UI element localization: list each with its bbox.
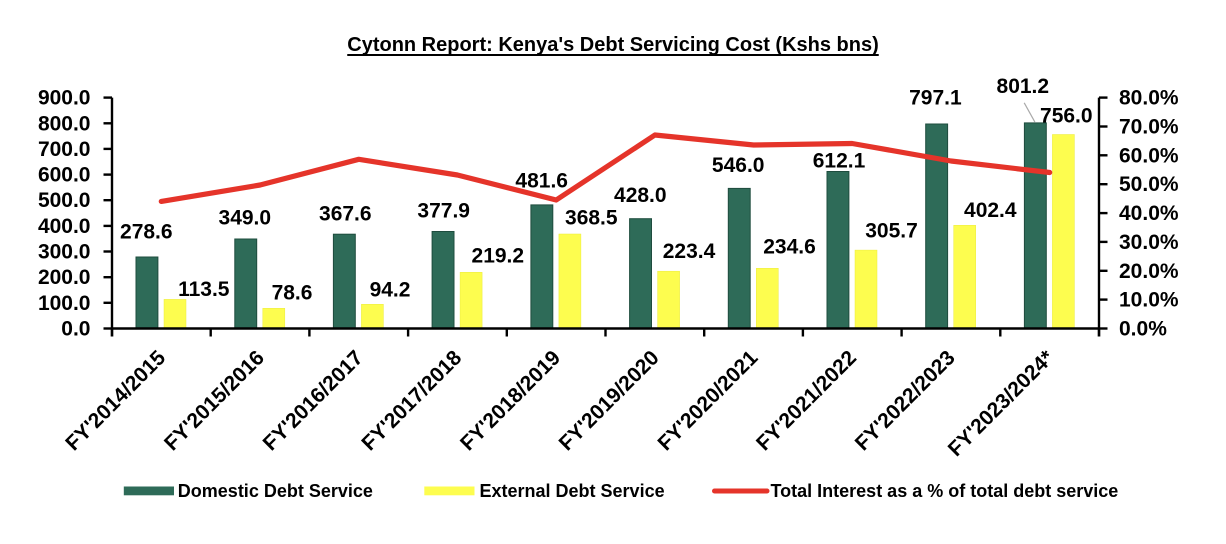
- svg-text:797.1: 797.1: [909, 87, 962, 110]
- svg-text:FY'2019/2020: FY'2019/2020: [555, 346, 664, 455]
- svg-text:219.2: 219.2: [472, 245, 525, 268]
- svg-text:Domestic Debt Service: Domestic Debt Service: [178, 481, 373, 501]
- svg-text:612.1: 612.1: [813, 150, 866, 173]
- svg-text:402.4: 402.4: [964, 199, 1017, 222]
- svg-text:30.0%: 30.0%: [1119, 231, 1179, 254]
- svg-text:FY'2023/2024*: FY'2023/2024*: [944, 346, 1059, 461]
- svg-text:40.0%: 40.0%: [1119, 202, 1179, 225]
- svg-text:481.6: 481.6: [515, 170, 568, 193]
- svg-text:50.0%: 50.0%: [1119, 173, 1179, 196]
- svg-text:20.0%: 20.0%: [1119, 260, 1179, 283]
- svg-text:428.0: 428.0: [614, 184, 667, 207]
- svg-text:368.5: 368.5: [565, 207, 618, 230]
- svg-text:800.0: 800.0: [38, 112, 91, 135]
- svg-text:223.4: 223.4: [663, 240, 716, 263]
- svg-text:100.0: 100.0: [38, 292, 91, 315]
- svg-text:FY'2017/2018: FY'2017/2018: [357, 346, 466, 455]
- svg-text:367.6: 367.6: [319, 203, 372, 226]
- svg-text:78.6: 78.6: [272, 282, 313, 305]
- svg-text:Total Interest as a % of total: Total Interest as a % of total debt serv…: [771, 481, 1119, 501]
- svg-text:500.0: 500.0: [38, 189, 91, 212]
- svg-text:700.0: 700.0: [38, 138, 91, 161]
- svg-text:756.0: 756.0: [1040, 105, 1093, 128]
- svg-text:377.9: 377.9: [417, 200, 470, 223]
- svg-text:FY'2018/2019: FY'2018/2019: [456, 346, 565, 455]
- svg-text:FY'2016/2017: FY'2016/2017: [259, 346, 368, 455]
- svg-text:FY'2022/2023: FY'2022/2023: [851, 346, 960, 455]
- svg-text:External Debt Service: External Debt Service: [480, 481, 665, 501]
- svg-text:113.5: 113.5: [178, 278, 230, 301]
- svg-text:349.0: 349.0: [219, 207, 272, 230]
- svg-text:200.0: 200.0: [38, 266, 91, 289]
- svg-text:305.7: 305.7: [865, 219, 918, 242]
- svg-text:0.0: 0.0: [61, 318, 90, 341]
- svg-text:234.6: 234.6: [763, 236, 816, 259]
- svg-text:900.0: 900.0: [38, 87, 91, 110]
- svg-text:0.0%: 0.0%: [1119, 318, 1167, 341]
- svg-text:300.0: 300.0: [38, 241, 91, 264]
- svg-text:400.0: 400.0: [38, 215, 91, 238]
- svg-text:FY'2020/2021: FY'2020/2021: [653, 346, 762, 455]
- svg-text:70.0%: 70.0%: [1119, 116, 1179, 139]
- svg-text:546.0: 546.0: [712, 154, 765, 177]
- svg-text:80.0%: 80.0%: [1119, 87, 1179, 110]
- svg-text:FY'2014/2015: FY'2014/2015: [61, 346, 170, 455]
- svg-text:94.2: 94.2: [370, 279, 411, 302]
- svg-text:600.0: 600.0: [38, 164, 91, 187]
- svg-text:FY'2021/2022: FY'2021/2022: [752, 346, 861, 455]
- svg-text:FY'2015/2016: FY'2015/2016: [160, 346, 269, 455]
- svg-text:60.0%: 60.0%: [1119, 144, 1179, 167]
- svg-text:278.6: 278.6: [120, 221, 173, 244]
- svg-text:801.2: 801.2: [997, 75, 1050, 98]
- svg-text:10.0%: 10.0%: [1119, 289, 1179, 312]
